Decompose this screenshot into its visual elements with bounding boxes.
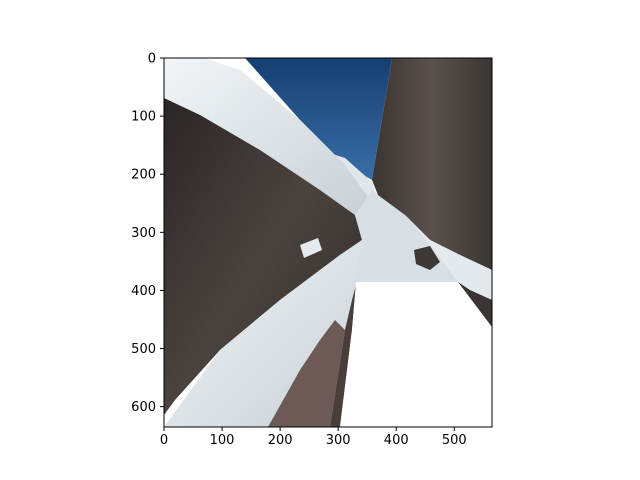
right-snow-band [405, 215, 492, 300]
x-tick-label: 300 [326, 433, 351, 448]
center-rock-patch [414, 246, 440, 270]
bottom-rock-strip-2 [330, 285, 356, 427]
left-rock-band [164, 98, 362, 415]
right-rock-wall [372, 58, 492, 270]
axes-frame [163, 57, 493, 428]
sky-region [245, 58, 392, 180]
x-tick-label: 500 [442, 433, 467, 448]
y-tick-label: 400 [131, 284, 156, 299]
y-tick-label: 600 [131, 400, 156, 415]
y-axis: 0 100 200 300 400 500 600 [131, 52, 164, 415]
y-tick-label: 0 [148, 52, 156, 67]
y-tick-label: 500 [131, 342, 156, 357]
unfilled-area [340, 282, 492, 427]
y-tick-label: 300 [131, 226, 156, 241]
y-tick-label: 100 [131, 110, 156, 125]
x-tick-label: 100 [210, 433, 235, 448]
bottom-rock-strip [268, 320, 345, 427]
left-snow-slope-upper [164, 58, 370, 215]
warped-photo [164, 58, 492, 427]
snow-patch [300, 238, 322, 258]
x-tick-label: 400 [384, 433, 409, 448]
x-axis: 0 100 200 300 400 500 [160, 427, 467, 448]
x-tick-label: 200 [268, 433, 293, 448]
y-tick-label: 200 [131, 168, 156, 183]
x-tick-label: 0 [160, 433, 168, 448]
